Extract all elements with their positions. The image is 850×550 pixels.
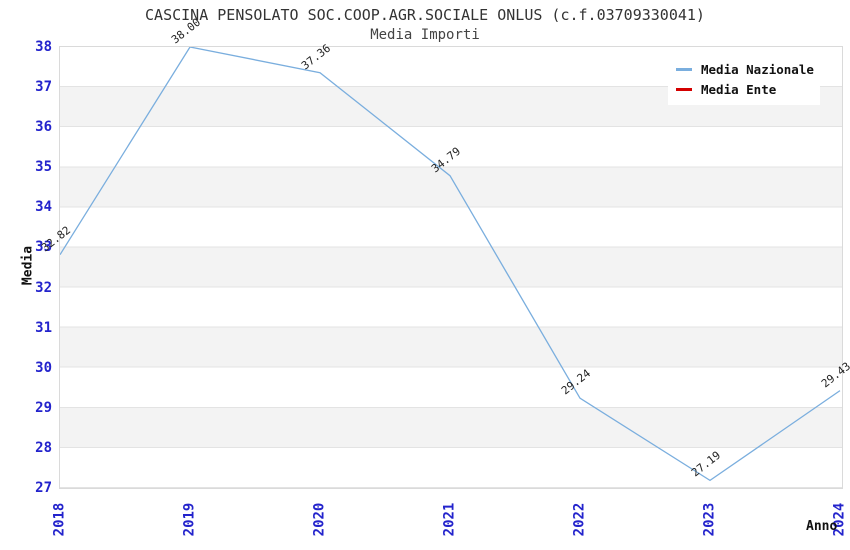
chart-title: CASCINA PENSOLATO SOC.COOP.AGR.SOCIALE O…: [145, 6, 705, 24]
y-tick-label: 29: [35, 399, 52, 416]
y-axis-title: Media: [20, 245, 36, 286]
media-ente-line-swatch: [676, 87, 692, 91]
x-tick-label: 2018: [51, 502, 68, 537]
media-nazionale-line-swatch: [676, 67, 692, 71]
y-tick-label: 33: [35, 239, 52, 256]
y-tick-label: 36: [35, 119, 52, 136]
legend-item-media-ente: Media Ente: [674, 79, 820, 99]
y-tick-label: 37: [35, 79, 52, 96]
y-tick-label: 31: [35, 319, 52, 336]
y-tick-label: 30: [35, 359, 52, 376]
y-tick-label: 32: [35, 279, 52, 296]
y-tick-label: 34: [35, 199, 52, 216]
y-tick-label: 27: [35, 480, 52, 496]
x-axis-title: Anno: [806, 519, 838, 534]
x-tick-label: 2021: [441, 502, 458, 537]
x-tick-label: 2023: [701, 502, 718, 537]
x-tick-label: 2022: [571, 502, 588, 537]
x-tick-label: 2019: [181, 502, 198, 537]
legend: Media Nazionale Media Ente: [668, 55, 820, 105]
x-tick-label: 2020: [311, 502, 328, 537]
y-tick-label: 35: [35, 159, 52, 176]
y-tick-label: 38: [35, 39, 52, 55]
legend-label-media-ente: Media Ente: [701, 81, 777, 97]
media-nazionale-line: [60, 47, 841, 482]
plot-area: [59, 46, 843, 489]
legend-label-media-nazionale: Media Nazionale: [701, 61, 814, 77]
legend-item-media-nazionale: Media Nazionale: [674, 59, 820, 79]
y-tick-label: 28: [35, 439, 52, 456]
chart-subtitle: Media Importi: [370, 27, 480, 43]
